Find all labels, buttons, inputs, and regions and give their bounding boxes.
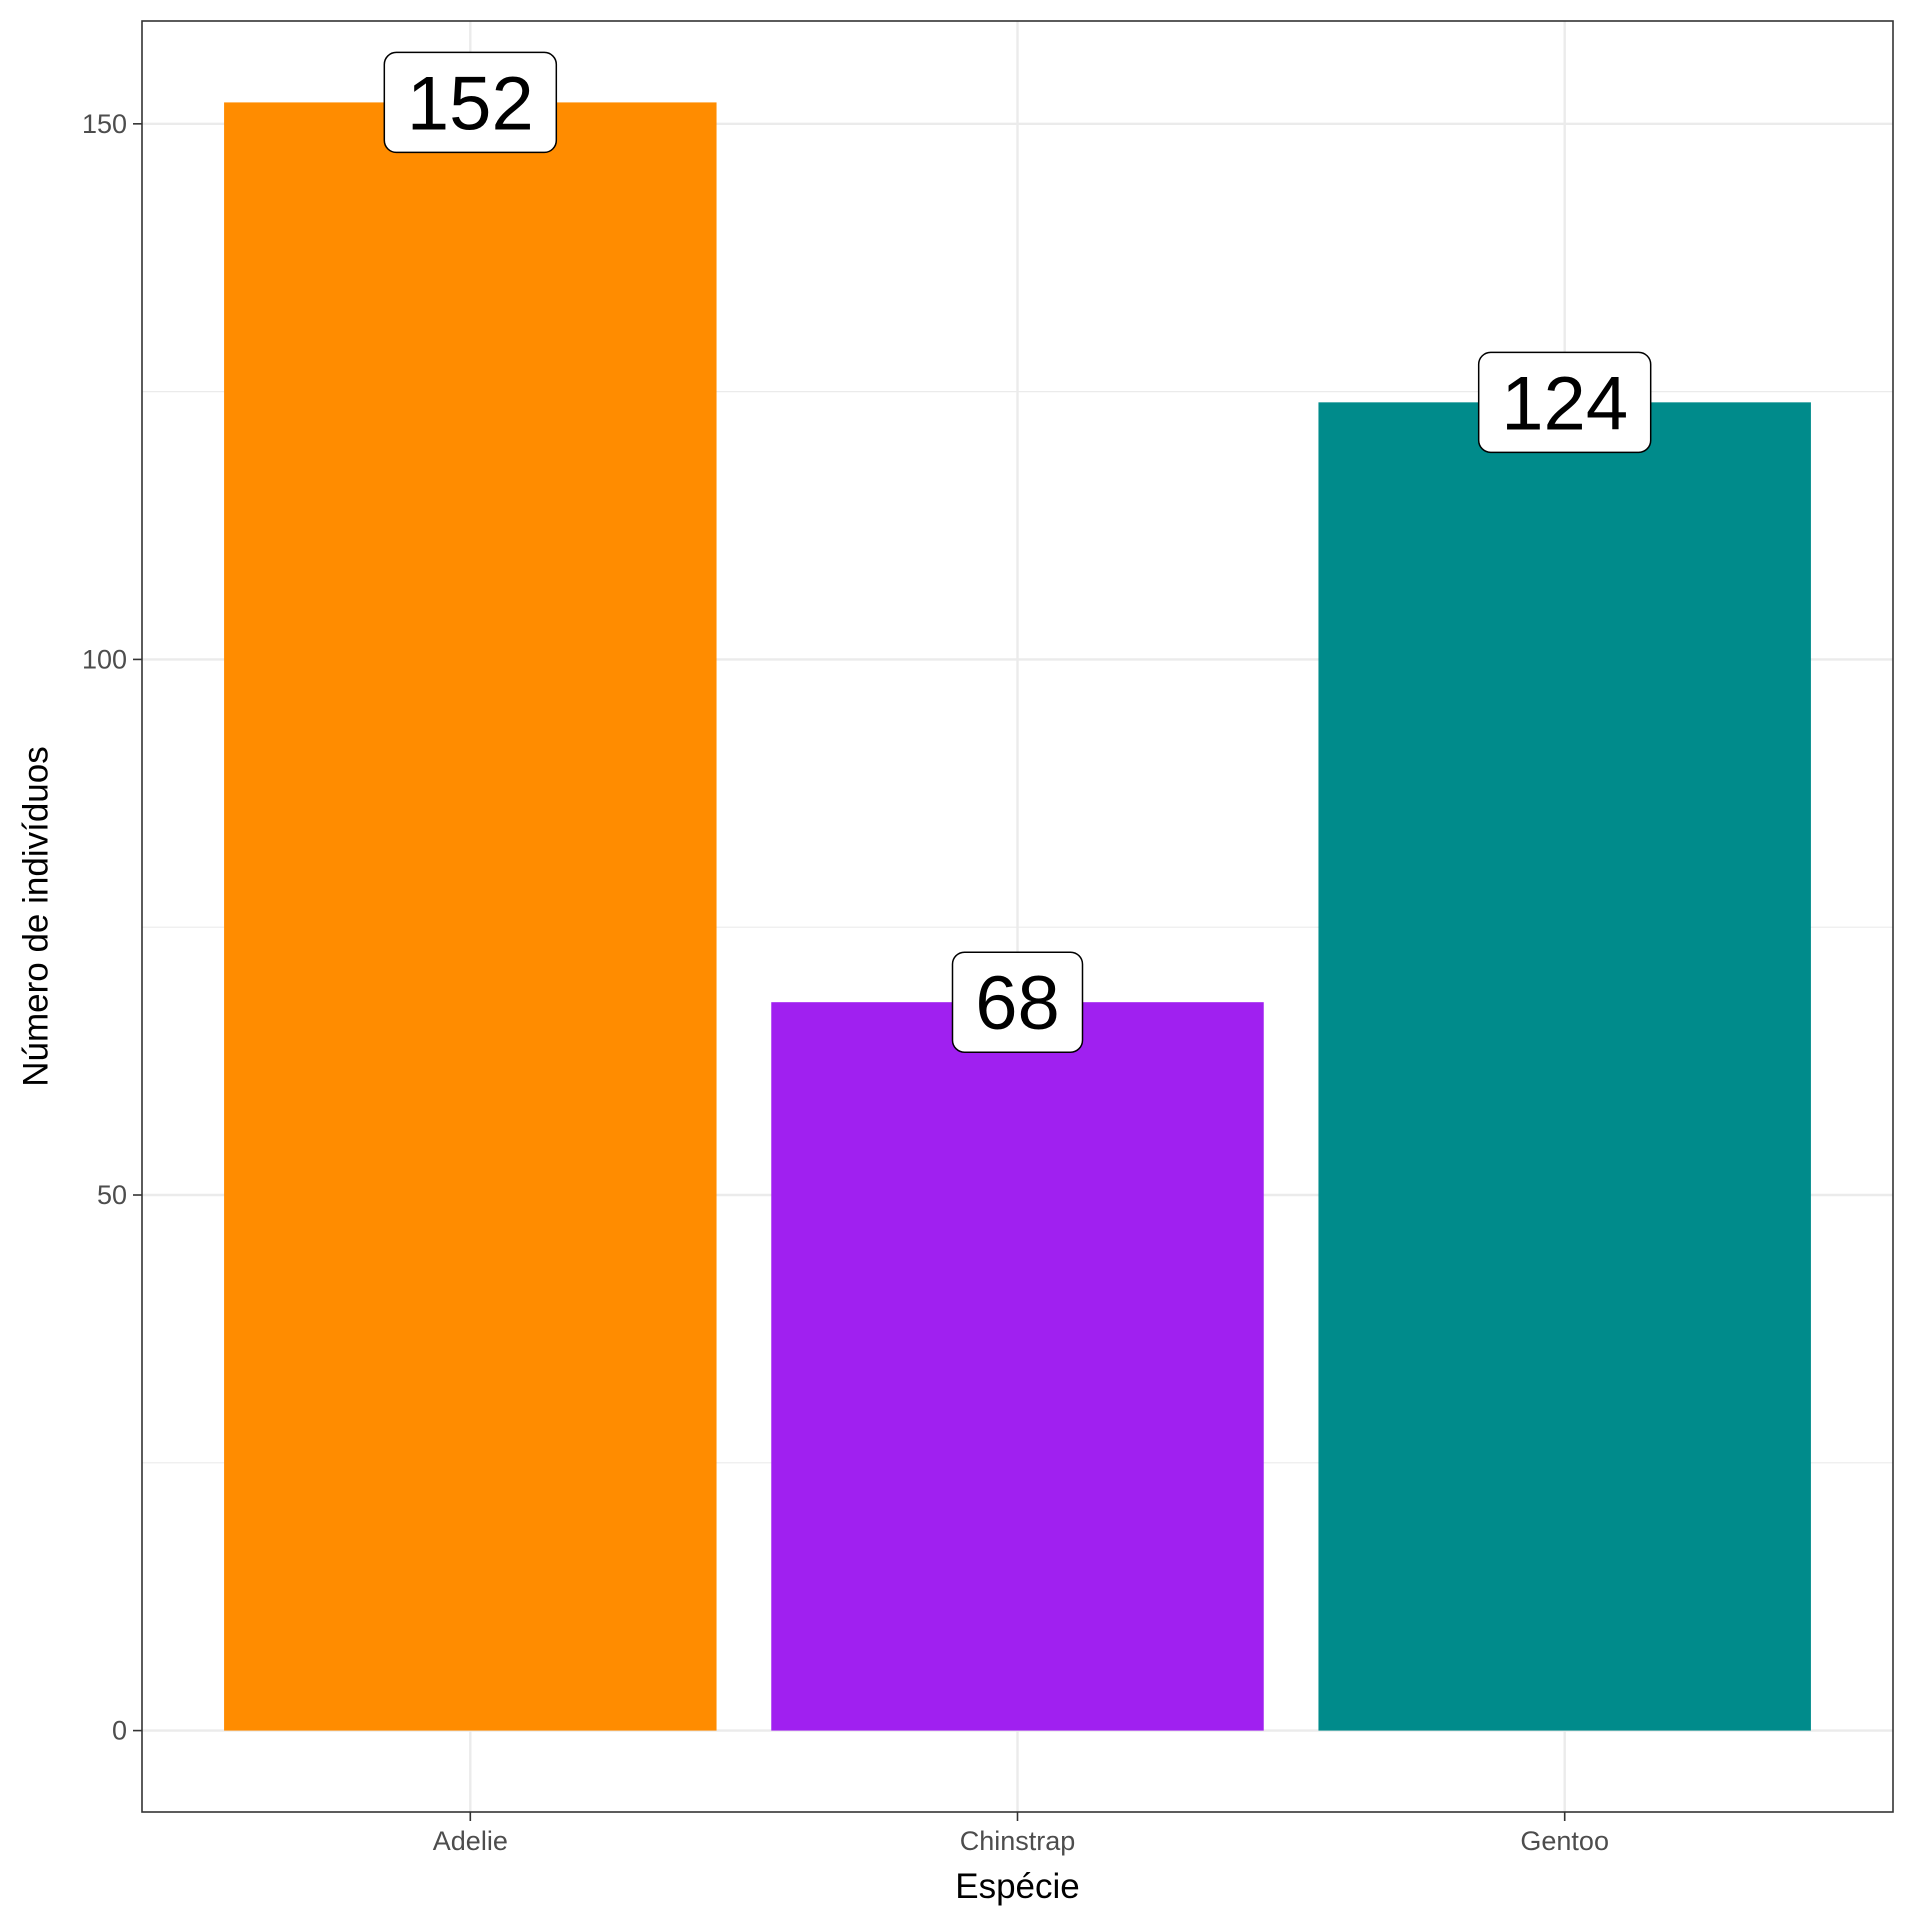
- y-tick-label: 0: [112, 1716, 127, 1746]
- axis-layer: 0 50 100 150 Adelie Chinstrap Gentoo: [82, 109, 1609, 1856]
- data-label: 152: [407, 61, 534, 146]
- x-tick-label: Gentoo: [1520, 1826, 1609, 1856]
- data-label: 124: [1501, 361, 1628, 446]
- y-tick-label: 100: [82, 644, 127, 674]
- bar-gentoo: [1318, 402, 1811, 1731]
- data-label-box: [1477, 351, 1652, 454]
- y-axis-title: Número de indivíduos: [16, 746, 55, 1086]
- data-label-box: [951, 951, 1084, 1053]
- x-tick-label: Chinstrap: [960, 1826, 1076, 1856]
- bar-layer: [224, 102, 1811, 1731]
- bar-adelie: [224, 102, 717, 1731]
- bar-chinstrap: [771, 1002, 1264, 1731]
- x-axis-title: Espécie: [955, 1867, 1080, 1906]
- x-tick-label: Adelie: [433, 1826, 508, 1856]
- y-tick-label: 50: [97, 1180, 127, 1210]
- data-label: 68: [975, 961, 1060, 1046]
- data-label-layer: 152 68 124: [383, 51, 1652, 1053]
- data-label-box: [383, 51, 558, 154]
- y-tick-label: 150: [82, 109, 127, 139]
